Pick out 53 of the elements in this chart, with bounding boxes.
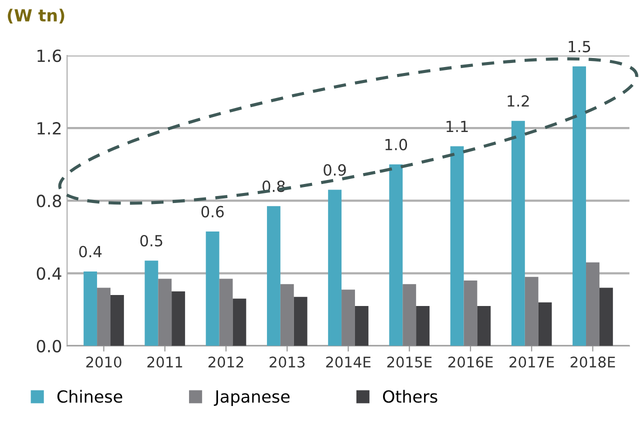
bar [416, 306, 430, 346]
bar [294, 296, 308, 346]
bar [524, 276, 538, 346]
text: 0.0 [36, 340, 62, 352]
bar [586, 262, 600, 346]
text: 1.2 [38, 122, 61, 134]
legend-label: Japanese [214, 390, 290, 406]
x-tick-label: 2016E [448, 356, 493, 368]
bar [158, 278, 172, 346]
x-tick-label: 2017E [510, 356, 554, 368]
bar [389, 164, 403, 346]
x-tick-label: 2018E [570, 356, 615, 368]
bar [219, 278, 233, 346]
bar [450, 146, 464, 346]
bar [402, 284, 416, 346]
y-axis-title: (W tn) [8, 8, 64, 24]
bar [97, 288, 110, 346]
bar [354, 306, 368, 346]
bar [280, 284, 294, 346]
bar [110, 295, 124, 346]
bar [328, 190, 342, 346]
data-label: 0.5 [140, 234, 162, 247]
data-label: 1.0 [385, 138, 408, 150]
bar [572, 66, 586, 346]
data-label: 0.4 [79, 246, 102, 258]
legend-label: Chinese [57, 390, 122, 403]
data-label: 0.9 [324, 164, 346, 176]
bar [538, 302, 552, 346]
legend-label: Others [383, 390, 438, 403]
bar [172, 291, 186, 346]
x-tick-label: 2011 [147, 356, 182, 368]
bar [342, 290, 355, 346]
data-label: 1.5 [568, 40, 590, 52]
data-label: 0.6 [201, 206, 224, 218]
x-tick-label: 2010 [86, 356, 122, 368]
bar [511, 120, 525, 346]
bar [232, 298, 246, 346]
bar [464, 280, 478, 346]
x-tick-label: 2013 [270, 356, 305, 368]
x-tick-label: 2014E [326, 356, 370, 368]
bar [206, 232, 220, 346]
x-tick-label: 2015E [387, 356, 432, 368]
bar [599, 288, 613, 346]
text: 1.6 [38, 49, 62, 62]
data-label: 1.2 [508, 95, 529, 107]
bar [477, 306, 491, 346]
data-label: 1.1 [446, 120, 468, 132]
text: 0.4 [36, 267, 62, 280]
bar [144, 260, 158, 346]
text: 0.8 [36, 194, 62, 208]
bar [266, 206, 280, 346]
bar [84, 271, 98, 346]
x-tick-label: 2012 [208, 356, 244, 368]
